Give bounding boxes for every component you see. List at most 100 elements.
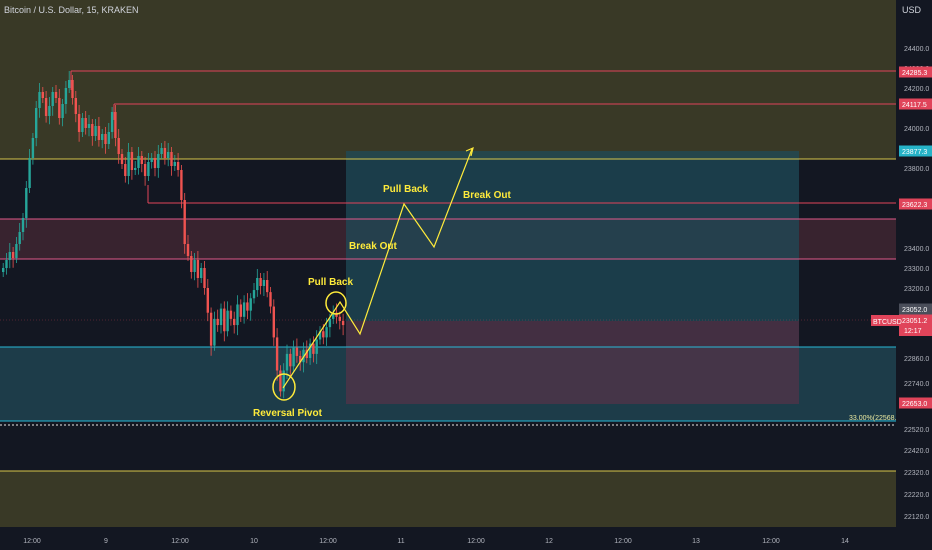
candle-body: [157, 154, 160, 168]
candle-body: [239, 304, 242, 317]
y-tick-label: 24400.0: [904, 46, 929, 53]
target-box: [346, 151, 799, 321]
candle-body: [275, 337, 279, 371]
candle-body: [81, 118, 84, 132]
candle-body: [18, 232, 21, 244]
price-tag-label: 23622.3: [902, 202, 927, 209]
candle-body: [213, 318, 216, 346]
y-tick-label: 24000.0: [904, 126, 929, 133]
reversal-pivot-label: Reversal Pivot: [253, 408, 323, 419]
candle-body: [68, 80, 71, 88]
candle-body: [196, 260, 200, 278]
candle-body: [31, 138, 35, 158]
x-tick-label: 12:00: [762, 538, 780, 545]
price-axis[interactable]: 24400.024300.024200.024000.023800.023400…: [871, 0, 932, 530]
candle-body: [173, 162, 176, 166]
candle-body: [186, 244, 190, 256]
candle-body: [200, 268, 203, 278]
projection-arrowhead: [465, 146, 474, 157]
price-tag-label: 23052.0: [902, 307, 927, 314]
candle-body: [259, 278, 262, 286]
symbol-tag-bg: [871, 315, 899, 326]
candle-body: [84, 118, 87, 128]
candle-body: [312, 343, 315, 354]
pull-back-circle[interactable]: [325, 291, 347, 315]
candles-layer: [2, 71, 345, 399]
countdown-text: 12:17: [904, 328, 922, 335]
x-tick-label: 12:00: [467, 538, 485, 545]
candle-body: [35, 108, 38, 138]
candle-body: [315, 339, 318, 354]
candle-body: [5, 260, 8, 268]
y-tick-labels: 24400.024300.024200.024000.023800.023400…: [904, 46, 929, 521]
x-tick-label: 11: [397, 538, 404, 545]
candle-body: [209, 312, 213, 346]
candle-body: [25, 188, 28, 218]
price-tag-bg: [899, 66, 932, 78]
currency-label: USD: [902, 5, 922, 15]
candle-body: [226, 310, 229, 332]
candle-body: [242, 302, 246, 317]
price-tag-bg: [899, 198, 932, 210]
olive-zone-lower: [0, 471, 896, 527]
candle-body: [61, 104, 64, 118]
x-tick-label: 12:00: [171, 538, 189, 545]
position-tool[interactable]: [346, 151, 799, 404]
y-tick-label: 24200.0: [904, 86, 929, 93]
candle-body: [101, 134, 104, 140]
candle-body: [91, 124, 94, 136]
candle-body: [51, 92, 54, 106]
countdown-bg: [899, 325, 932, 336]
y-tick-label: 22220.0: [904, 492, 929, 499]
y-tick-label: 22420.0: [904, 448, 929, 455]
candle-body: [332, 312, 335, 319]
candle-body: [295, 347, 299, 356]
break-out-label-2: Break Out: [463, 190, 511, 201]
candle-body: [77, 114, 81, 132]
price-tag-label: 23877.3: [902, 149, 927, 156]
candle-body: [104, 134, 107, 144]
candle-body: [94, 126, 97, 136]
candle-body: [292, 347, 295, 367]
x-tick-label: 10: [250, 538, 258, 545]
candle-body: [134, 168, 137, 170]
y-tick-label: 23200.0: [904, 286, 929, 293]
candle-body: [117, 138, 120, 154]
candle-body: [48, 106, 51, 116]
candle-body: [8, 252, 11, 260]
candle-body: [216, 318, 219, 326]
candle-body: [167, 152, 170, 158]
break-out-label-1: Break Out: [349, 241, 397, 252]
candle-body: [64, 88, 68, 104]
candle-body: [246, 302, 249, 311]
price-tag-label: 23051.2: [902, 318, 927, 325]
time-axis-background: [0, 530, 932, 550]
candle-body: [229, 310, 233, 319]
candle-body: [58, 98, 61, 118]
candle-body: [338, 316, 341, 321]
candle-body: [160, 148, 163, 154]
candle-body: [74, 98, 77, 114]
candle-body: [170, 152, 173, 166]
candle-body: [114, 112, 117, 138]
candle-body: [236, 304, 239, 326]
candle-body: [219, 308, 223, 326]
candle-body: [120, 154, 124, 164]
annotations-layer: Reversal Pivot Pull Back Break Out Pull …: [253, 146, 903, 422]
y-tick-label: 22120.0: [904, 514, 929, 521]
candle-body: [150, 158, 153, 162]
y-tick-label: 23400.0: [904, 246, 929, 253]
time-axis[interactable]: 12:00 9 12:00 10 12:00 11 12:00 12 12:00 13 12:00 1…: [0, 530, 932, 550]
stop-box: [346, 321, 799, 404]
candle-body: [153, 158, 157, 168]
candle-body: [28, 158, 31, 188]
y-tick-label: 22860.0: [904, 356, 929, 363]
reversal-pivot-circle[interactable]: [272, 373, 296, 401]
price-tags: 24285.3 24117.5 23877.3 23622.3 23052.0 23051…: [899, 66, 932, 409]
candle-body: [183, 200, 186, 244]
projection-path[interactable]: [282, 148, 473, 389]
candle-body: [54, 92, 58, 98]
candle-body: [305, 349, 308, 358]
price-tag-label: 24285.3: [902, 70, 927, 77]
